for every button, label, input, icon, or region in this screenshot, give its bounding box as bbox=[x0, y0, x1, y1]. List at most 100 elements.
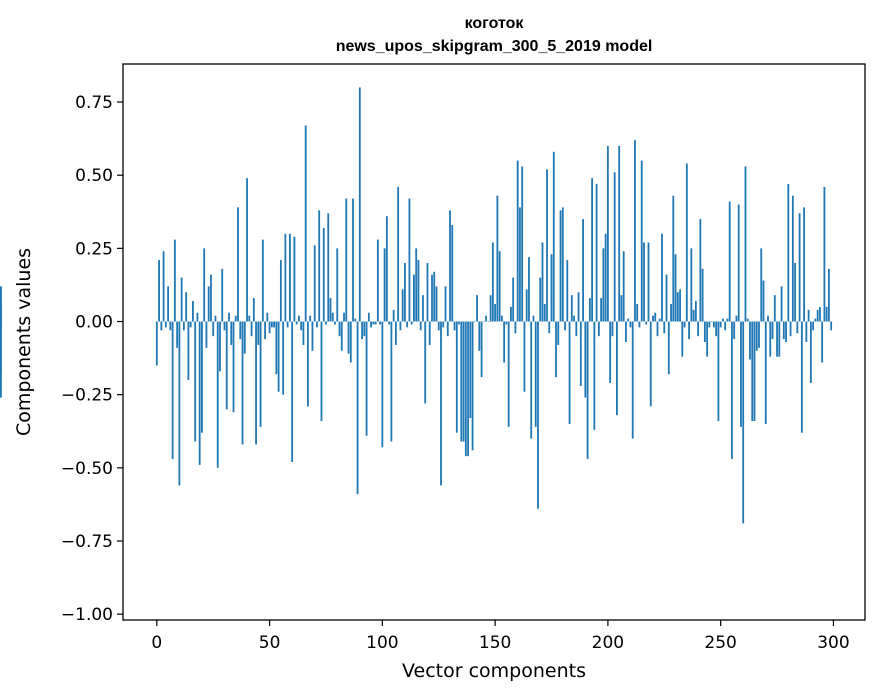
bar-component-0 bbox=[155, 321, 158, 366]
bar-component-101 bbox=[383, 248, 386, 322]
bar-component-287 bbox=[803, 207, 805, 322]
bar-component-292 bbox=[814, 318, 817, 322]
bar-component-24 bbox=[210, 274, 212, 322]
bar-component-146 bbox=[485, 315, 487, 322]
bar-component-61 bbox=[293, 236, 296, 322]
bar-component-201 bbox=[609, 321, 612, 383]
bar-component-295 bbox=[821, 321, 824, 363]
bar-component-118 bbox=[422, 295, 424, 322]
bar-component-63 bbox=[298, 315, 300, 322]
bar-component-129 bbox=[446, 321, 449, 337]
bar-component-195 bbox=[595, 183, 598, 322]
x-tick-label: 50 bbox=[259, 633, 281, 653]
bar-component-11 bbox=[180, 277, 183, 322]
bar-component-130 bbox=[449, 210, 451, 322]
bar-component-81 bbox=[338, 321, 341, 337]
bar-component-288 bbox=[805, 321, 808, 342]
bar-component-170 bbox=[539, 277, 542, 322]
bar-component-176 bbox=[552, 151, 555, 322]
bar-component-187 bbox=[577, 292, 580, 322]
bar-component-39 bbox=[243, 321, 246, 354]
bar-component-164 bbox=[525, 289, 528, 322]
bar-component-200 bbox=[606, 145, 609, 322]
bar-component-47 bbox=[261, 239, 264, 322]
bar-component-32 bbox=[228, 312, 230, 322]
bar-component-228 bbox=[670, 303, 672, 322]
bar-component-226 bbox=[665, 274, 668, 322]
bar-component-266 bbox=[755, 321, 758, 351]
bar-component-29 bbox=[221, 268, 224, 322]
bar-component-2 bbox=[160, 321, 163, 331]
bar-component-22 bbox=[205, 321, 208, 348]
bar-component-104 bbox=[390, 321, 393, 442]
bar-component-25 bbox=[212, 321, 215, 337]
plot-frame bbox=[122, 63, 866, 621]
bar-component-268 bbox=[760, 248, 763, 322]
bar-component-109 bbox=[401, 289, 404, 322]
bar-component-242 bbox=[701, 268, 704, 322]
bar-component-77 bbox=[329, 298, 332, 322]
bar-component-33 bbox=[230, 321, 233, 345]
bar-component-92 bbox=[363, 321, 366, 337]
bar-component-216 bbox=[643, 242, 645, 322]
bar-component-276 bbox=[778, 321, 781, 357]
bar-component-235 bbox=[685, 163, 688, 322]
bar-component-189 bbox=[582, 219, 584, 322]
x-tick-label: 250 bbox=[704, 633, 736, 653]
bar-component-93 bbox=[365, 321, 368, 436]
bar-component-84 bbox=[345, 198, 348, 322]
bar-component-227 bbox=[667, 321, 670, 375]
bar-component-172 bbox=[543, 303, 546, 322]
bar-component-183 bbox=[568, 321, 571, 424]
bar-component-162 bbox=[521, 166, 524, 322]
bar-component-252 bbox=[724, 321, 727, 331]
bar-component-10 bbox=[178, 321, 181, 486]
bar-component-105 bbox=[392, 309, 395, 322]
bar-component-9 bbox=[176, 321, 179, 348]
bar-component-69 bbox=[311, 321, 314, 351]
bar-component-297 bbox=[825, 306, 828, 322]
bar-component-238 bbox=[692, 309, 695, 322]
bar-component-202 bbox=[611, 321, 614, 337]
bar-component-152 bbox=[498, 251, 501, 322]
bar-component-123 bbox=[433, 271, 436, 322]
bar-component-79 bbox=[334, 321, 336, 325]
bar-component-17 bbox=[194, 321, 197, 442]
bar-component-232 bbox=[679, 289, 681, 322]
bar-component-158 bbox=[512, 277, 515, 322]
y-tick-label: 0.50 bbox=[75, 166, 113, 186]
bar-component-5 bbox=[167, 286, 169, 322]
bar-component-191 bbox=[586, 321, 589, 460]
bar-component-87 bbox=[352, 198, 354, 322]
bar-component-260 bbox=[742, 321, 745, 524]
bar-component-171 bbox=[541, 242, 544, 322]
bar-component-222 bbox=[656, 321, 659, 337]
bar-component-277 bbox=[780, 286, 783, 322]
bar-component-239 bbox=[694, 301, 697, 322]
bar-component-111 bbox=[406, 321, 409, 328]
bar-component-223 bbox=[658, 318, 661, 322]
bar-component-28 bbox=[219, 321, 221, 372]
bar-component-19 bbox=[198, 321, 201, 465]
bar-component-102 bbox=[385, 216, 388, 322]
bar-component-285 bbox=[798, 213, 801, 322]
x-axis-label: Vector components bbox=[402, 660, 586, 682]
bar-component-178 bbox=[557, 321, 560, 345]
bar-component-74 bbox=[322, 227, 325, 322]
bar-component-6 bbox=[169, 321, 172, 331]
y-tick-label: −0.50 bbox=[61, 459, 113, 479]
bar-component-299 bbox=[830, 321, 833, 331]
bar-component-49 bbox=[266, 312, 269, 322]
bar-component-67 bbox=[307, 321, 309, 407]
bar-component-38 bbox=[241, 321, 244, 445]
bar-component-163 bbox=[523, 321, 526, 392]
bar-component-26 bbox=[214, 315, 217, 322]
bar-component-155 bbox=[505, 321, 508, 325]
x-tick-label: 0 bbox=[151, 633, 162, 653]
bar-component-246 bbox=[710, 321, 713, 323]
bar-component-251 bbox=[722, 318, 724, 322]
bar-component-126 bbox=[440, 321, 442, 486]
bar-component-148 bbox=[489, 295, 492, 322]
y-tick-label: −0.25 bbox=[61, 386, 113, 406]
